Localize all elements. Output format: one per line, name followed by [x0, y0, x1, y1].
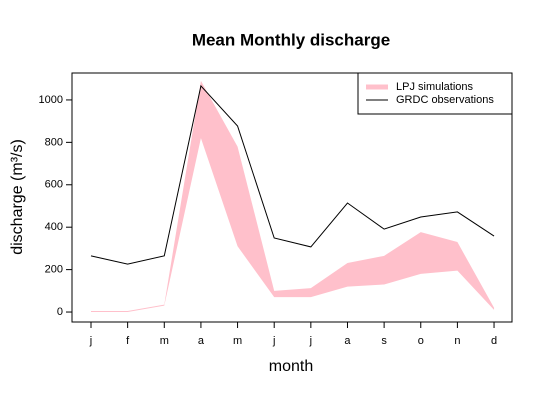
- x-tick-label: s: [381, 335, 387, 347]
- x-tick-label: n: [454, 335, 460, 347]
- x-tick-label: f: [126, 335, 130, 347]
- chart-title: Mean Monthly discharge: [192, 30, 390, 49]
- y-tick-label: 0: [57, 306, 63, 318]
- x-tick-label: a: [198, 335, 205, 347]
- x-tick-label: m: [233, 335, 242, 347]
- y-tick-label: 1000: [39, 94, 63, 106]
- x-tick-label: j: [309, 335, 312, 347]
- x-tick-label: j: [272, 335, 275, 347]
- x-tick-label: a: [344, 335, 351, 347]
- band-area: [91, 80, 495, 313]
- y-tick-label: 400: [45, 221, 63, 233]
- x-tick-label: d: [491, 335, 497, 347]
- legend-label: GRDC observations: [396, 94, 494, 106]
- legend-box: [357, 72, 513, 115]
- y-tick-label: 600: [45, 179, 63, 191]
- x-tick-label: m: [160, 335, 169, 347]
- y-tick-label: 800: [45, 136, 63, 148]
- plot-frame: [71, 72, 513, 323]
- x-tick-label: o: [418, 335, 424, 347]
- legend-label: LPJ simulations: [396, 81, 474, 93]
- y-tick-label: 200: [45, 264, 63, 276]
- x-tick-label: j: [89, 335, 92, 347]
- x-axis-label: month: [269, 358, 313, 375]
- y-axis-label: discharge (m³/s): [9, 139, 26, 255]
- line: [90, 84, 495, 265]
